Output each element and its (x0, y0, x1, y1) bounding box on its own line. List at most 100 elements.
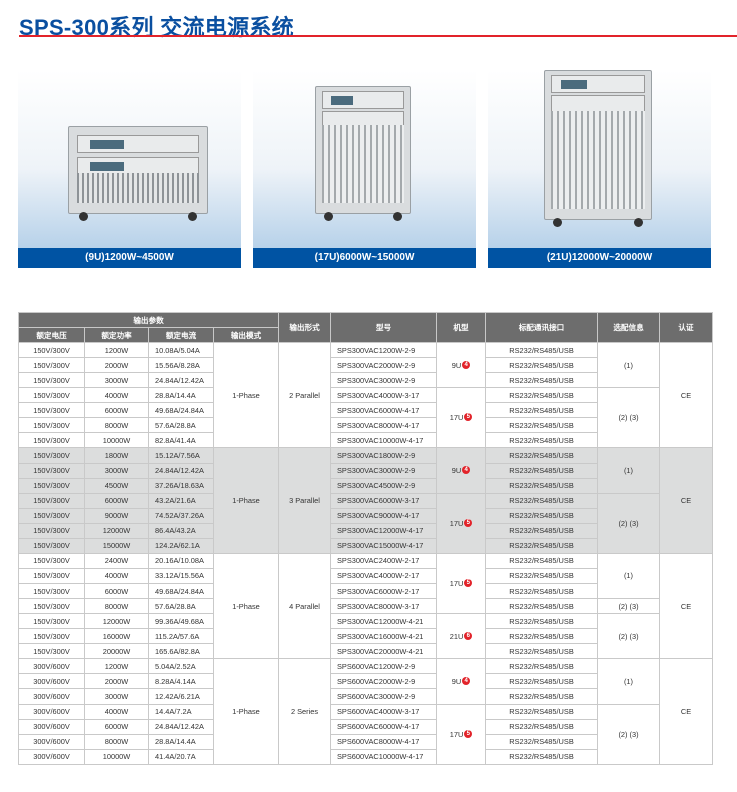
rated-power: 2400W (84, 552, 149, 569)
rated-power: 4500W (84, 477, 149, 494)
certification: CE (659, 658, 713, 765)
interface: RS232/RS485/USB (485, 628, 598, 645)
rated-current: 20.16A/10.08A (148, 552, 214, 569)
product-image-17u: (17U)6000W~15000W (253, 70, 476, 268)
rated-power: 20000W (84, 643, 149, 660)
chassis-label: 9U (451, 676, 462, 686)
interface: RS232/RS485/USB (485, 417, 598, 434)
product-caption: (17U)6000W~15000W (253, 248, 476, 268)
rated-power: 4000W (84, 703, 149, 720)
rated-current: 115.2A/57.6A (148, 628, 214, 645)
rated-current: 15.56A/8.28A (148, 357, 214, 374)
interface: RS232/RS485/USB (485, 718, 598, 735)
rated-current: 14.4A/7.2A (148, 703, 214, 720)
product-image-9u: (9U)1200W~4500W (18, 70, 241, 268)
table-row: 150V/300V 20000W 165.6A/82.8A SPS300VAC2000… (18, 643, 713, 660)
model-number: SPS300VAC16000W-4-21 (330, 628, 437, 645)
rated-current: 99.36A/49.68A (148, 613, 214, 630)
rated-voltage: 150V/300V (18, 402, 85, 419)
table-row: 150V/300V 4000W 33.12A/15.56A SPS300VAC4000… (18, 567, 713, 585)
model-number: SPS300VAC3000W-2-9 (330, 462, 437, 479)
rated-power: 9000W (84, 507, 149, 524)
cabinet-21u-illustration (544, 70, 652, 227)
rated-current: 82.8A/41.4A (148, 432, 214, 449)
rated-power: 3000W (84, 462, 149, 479)
cabinet-9u-illustration (68, 126, 208, 221)
rated-power: 4000W (84, 567, 149, 585)
certification: CE (659, 447, 713, 554)
output-form: 4 Parallel (278, 552, 331, 660)
rated-current: 5.04A/2.52A (148, 658, 214, 675)
model-number: SPS600VAC3000W-2-9 (330, 688, 437, 705)
note-badge-icon: 4 (462, 466, 471, 475)
rated-voltage: 150V/300V (18, 628, 85, 645)
model-number: SPS300VAC4000W-3-17 (330, 387, 437, 404)
chassis-label: 17U (449, 729, 464, 739)
table-row: 300V/600V 1200W 5.04A/2.52A 1-Phase 2 Series… (18, 658, 713, 765)
option-info: (2) (3) (597, 387, 660, 449)
table-row: 150V/300V 1800W 15.12A/7.56A 1-Phase 3 Paral… (18, 447, 713, 554)
model-number: SPS300VAC20000W-4-21 (330, 643, 437, 660)
rated-power: 8000W (84, 598, 149, 615)
model-number: SPS300VAC12000W-4-17 (330, 522, 437, 539)
rated-current: 8.28A/4.14A (148, 673, 214, 690)
interface: RS232/RS485/USB (485, 748, 598, 765)
rated-current: 124.2A/62.1A (148, 537, 214, 554)
rated-power: 2000W (84, 673, 149, 690)
option-info: (1) (597, 447, 660, 494)
rated-voltage: 150V/300V (18, 447, 85, 464)
output-mode: 1-Phase (213, 447, 279, 554)
table-row: 150V/300V 3000W 24.84A/12.42A SPS300VAC3000… (18, 462, 713, 479)
table-row: 300V/600V 3000W 12.42A/6.21A SPS600VAC3000W… (18, 688, 713, 705)
table-row: 300V/600V 2000W 8.28A/4.14A SPS600VAC2000W-… (18, 673, 713, 690)
output-mode: 1-Phase (213, 341, 279, 449)
rated-current: 41.4A/20.7A (148, 748, 214, 765)
rated-voltage: 150V/300V (18, 643, 85, 660)
interface: RS232/RS485/USB (485, 522, 598, 539)
model-number: SPS300VAC4500W-2-9 (330, 477, 437, 494)
rated-current: 28.8A/14.4A (148, 387, 214, 404)
rated-voltage: 150V/300V (18, 507, 85, 524)
chassis-label: 9U (451, 360, 462, 370)
rated-current: 37.26A/18.63A (148, 477, 214, 494)
rated-power: 2000W (84, 357, 149, 374)
chassis-size: 9U 4 (436, 447, 486, 494)
model-number: SPS300VAC9000W-4-17 (330, 507, 437, 524)
option-info: (2) (3) (597, 598, 660, 615)
rated-power: 8000W (84, 417, 149, 434)
output-mode: 1-Phase (213, 552, 279, 660)
chassis-label: 17U (449, 413, 464, 423)
spec-table: 输出参数 输出形式 型号 机型 标配通讯接口 选配信息 认证 额定电压 额定功率… (18, 312, 713, 765)
note-badge-icon: 5 (464, 579, 473, 587)
model-number: SPS600VAC8000W-4-17 (330, 733, 437, 750)
rated-voltage: 150V/300V (18, 462, 85, 479)
table-row: 150V/300V 15000W 124.2A/62.1A SPS300VAC1500… (18, 537, 713, 554)
note-badge-icon: 5 (464, 729, 473, 738)
table-row: 150V/300V 2000W 15.56A/8.28A SPS300VAC2000W… (18, 357, 713, 374)
spec-table-body: 150V/300V 1200W 10.08A/5.04A 1-Phase 2 Paral… (18, 341, 713, 765)
table-row: 150V/300V 12000W 99.36A/49.68A SPS300VAC120… (18, 613, 713, 660)
page-title: SPS-300系列 交流电源系统 (19, 15, 294, 40)
chassis-label: 21U (449, 631, 464, 641)
table-row: 300V/600V 10000W 41.4A/20.7A SPS600VAC10000… (18, 748, 713, 765)
rated-power: 12000W (84, 522, 149, 539)
note-badge-icon: 4 (462, 676, 471, 685)
table-row: 150V/300V 8000W 57.6A/28.8A SPS300VAC8000W-… (18, 598, 713, 615)
rated-current: 43.2A/21.6A (148, 492, 214, 509)
chassis-label: 17U (449, 518, 464, 528)
model-number: SPS600VAC4000W-3-17 (330, 703, 437, 720)
interface: RS232/RS485/USB (485, 372, 598, 389)
rated-voltage: 150V/300V (18, 387, 85, 404)
table-row: 300V/600V 4000W 14.4A/7.2A SPS600VAC4000W-3… (18, 703, 713, 765)
rated-voltage: 300V/600V (18, 718, 85, 735)
output-mode: 1-Phase (213, 658, 279, 765)
rated-voltage: 150V/300V (18, 582, 85, 600)
interface: RS232/RS485/USB (485, 673, 598, 690)
table-row: 150V/300V 6000W 43.2A/21.6A SPS300VAC6000W-… (18, 492, 713, 554)
chassis-size: 17U 5 (436, 703, 486, 765)
rated-current: 24.84A/12.42A (148, 372, 214, 389)
rated-voltage: 150V/300V (18, 552, 85, 569)
certification: CE (659, 341, 713, 449)
rated-power: 3000W (84, 688, 149, 705)
interface: RS232/RS485/USB (485, 402, 598, 419)
